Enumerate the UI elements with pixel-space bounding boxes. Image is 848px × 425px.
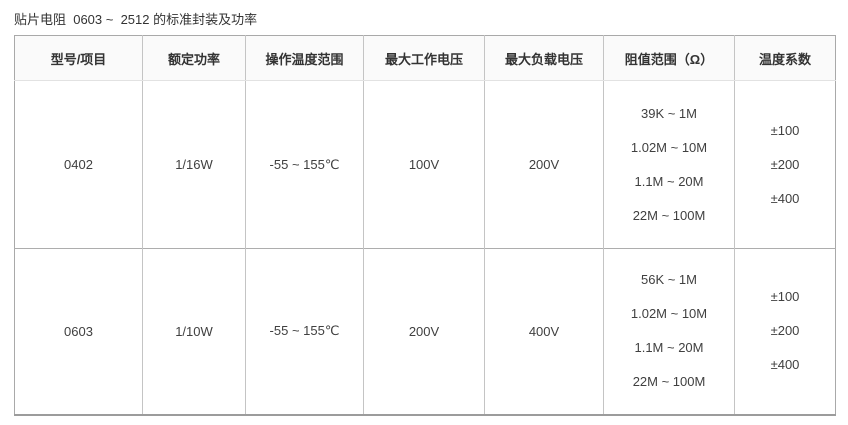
cell-line: 1.1M ~ 20M — [634, 173, 704, 189]
table-row: 0603 1/10W -55 ~ 155℃ 200V 400V 56K ~ 1M… — [14, 248, 836, 415]
cell-line: ±100 — [770, 289, 800, 305]
cell-rated-power: 1/16W — [142, 80, 246, 249]
cell-max-working-voltage: 100V — [363, 80, 485, 249]
cell-line: 22M ~ 100M — [632, 374, 706, 390]
cell-resistance-ranges: 56K ~ 1M 1.02M ~ 10M 1.1M ~ 20M 22M ~ 100M — [603, 248, 735, 415]
cell-line: 39K ~ 1M — [640, 105, 697, 121]
cell-model: 0402 — [14, 80, 143, 249]
header-max-working-voltage: 最大工作电压 — [363, 35, 485, 81]
cell-line: 1.02M ~ 10M — [630, 306, 708, 322]
cell-line: 1.1M ~ 20M — [634, 340, 704, 356]
cell-model: 0603 — [14, 248, 143, 415]
header-resistance-range: 阻值范围（Ω） — [603, 35, 735, 81]
table-header-row: 型号/项目 额定功率 操作温度范围 最大工作电压 最大负载电压 阻值范围（Ω） … — [14, 35, 836, 81]
cell-line: 1.02M ~ 10M — [630, 139, 708, 155]
cell-line: ±400 — [770, 190, 800, 206]
cell-max-overload-voltage: 200V — [484, 80, 604, 249]
cell-operating-temp-range: -55 ~ 155℃ — [245, 248, 364, 415]
cell-line: 22M ~ 100M — [632, 207, 706, 223]
header-operating-temp-range: 操作温度范围 — [245, 35, 364, 81]
cell-temp-coefficients: ±100 ±200 ±400 — [734, 248, 836, 415]
resistor-spec-table: 型号/项目 额定功率 操作温度范围 最大工作电压 最大负载电压 阻值范围（Ω） … — [14, 35, 836, 416]
cell-temp-coefficients: ±100 ±200 ±400 — [735, 81, 836, 249]
cell-rated-power: 1/10W — [142, 248, 246, 415]
cell-operating-temp-range: -55 ~ 155℃ — [245, 80, 364, 249]
cell-line: ±100 — [770, 122, 800, 138]
cell-line: 56K ~ 1M — [640, 272, 697, 288]
cell-line: ±200 — [770, 156, 800, 172]
cell-resistance-ranges: 39K ~ 1M 1.02M ~ 10M 1.1M ~ 20M 22M ~ 100M — [603, 80, 735, 249]
header-temp-coefficient: 温度系数 — [734, 35, 836, 81]
table-row: 0402 1/16W -55 ~ 155℃ 100V 200V 39K ~ 1M… — [14, 80, 836, 249]
header-model: 型号/项目 — [14, 35, 143, 81]
cell-line: ±200 — [770, 323, 800, 339]
header-rated-power: 额定功率 — [142, 35, 246, 81]
cell-max-overload-voltage: 400V — [484, 248, 604, 415]
page-title: 贴片电阻 0603 ~ 2512 的标准封装及功率 — [14, 12, 258, 27]
cell-line: ±400 — [770, 357, 800, 373]
cell-max-working-voltage: 200V — [363, 248, 485, 415]
header-max-overload-voltage: 最大负载电压 — [484, 35, 604, 81]
